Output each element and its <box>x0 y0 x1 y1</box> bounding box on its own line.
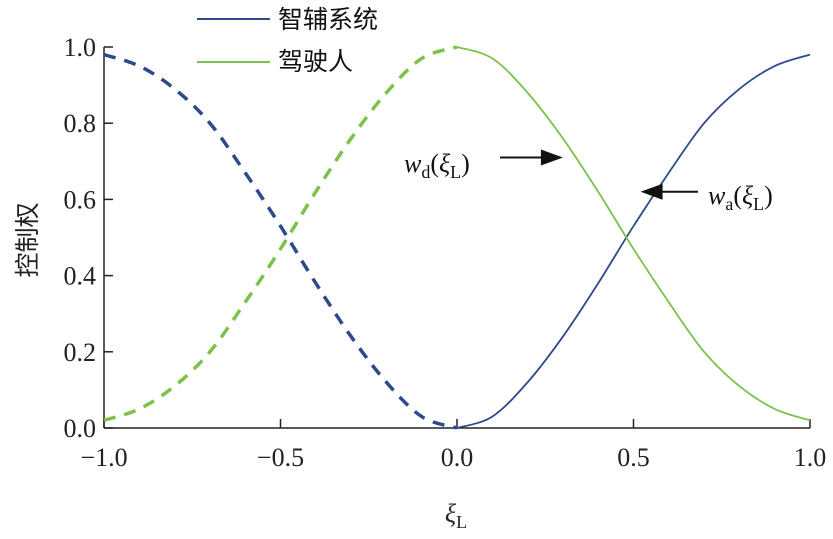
y-tick-label: 0.6 <box>64 185 97 214</box>
x-tick-label: −0.5 <box>257 443 304 472</box>
series-line-dashed <box>103 52 458 430</box>
series-line-solid <box>456 53 811 429</box>
y-tick-label: 0.2 <box>64 338 97 367</box>
y-tick-label: 1.0 <box>64 33 97 62</box>
legend-label-assist: 智辅系统 <box>278 5 378 34</box>
legend: 智辅系统 驾驶人 <box>197 5 378 76</box>
axis-ticks: −1.0 −0.5 0.0 0.5 1.0 0.0 0.2 0.4 0.6 0.8 1.0 <box>64 33 827 472</box>
arrowhead-a <box>640 183 663 200</box>
x-tick-label: 0.5 <box>617 443 650 472</box>
annotations: wd(ξL) wa(ξL) <box>404 149 773 214</box>
arrowhead-d <box>540 149 563 166</box>
y-tick-label: 0.0 <box>64 414 97 443</box>
x-tick-label: 1.0 <box>794 443 827 472</box>
x-tick-label: 0.0 <box>441 443 474 472</box>
annotation-label: wd(ξL) <box>404 149 470 182</box>
y-axis-label: 控制权 <box>13 202 42 277</box>
y-tick-label: 0.8 <box>64 109 97 138</box>
y-tick-label: 0.4 <box>64 262 97 291</box>
series-line-solid <box>456 46 811 422</box>
legend-label-driver: 驾驶人 <box>278 47 353 76</box>
series-layer <box>103 45 811 430</box>
x-axis-label: ξL <box>445 499 467 532</box>
annotation-label: wa(ξL) <box>708 181 773 214</box>
x-tick-label: −1.0 <box>80 443 127 472</box>
series-line-dashed <box>103 45 458 423</box>
